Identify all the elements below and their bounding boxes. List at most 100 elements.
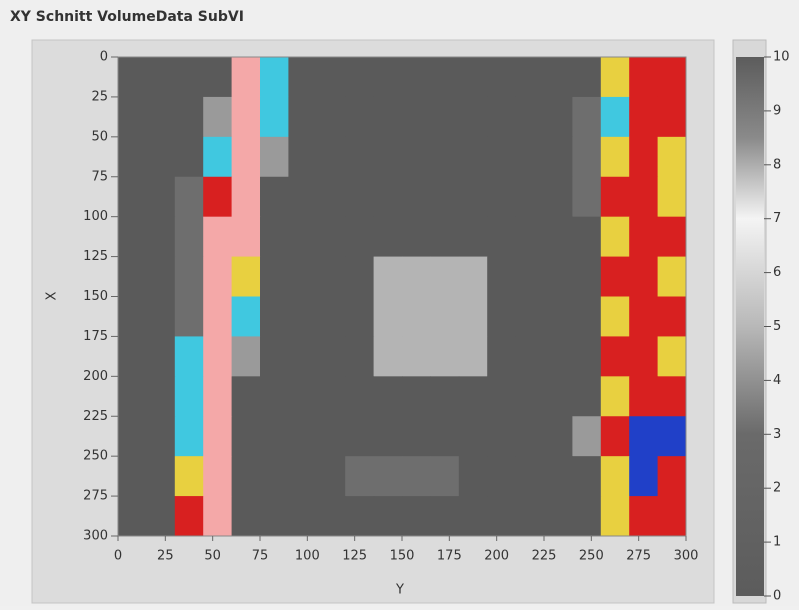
heatmap-cell — [515, 136, 545, 178]
heatmap-cell — [515, 296, 545, 337]
x-tick-label: 250 — [579, 549, 604, 564]
heatmap-cell — [203, 496, 233, 537]
heatmap-cell — [544, 176, 573, 218]
heatmap-cell — [231, 216, 261, 258]
heatmap-cell — [515, 336, 545, 377]
heatmap-cell — [487, 256, 517, 297]
heatmap-cell — [600, 376, 630, 417]
heatmap-cell — [316, 96, 346, 138]
heatmap-cell — [288, 496, 318, 537]
heatmap-cell — [657, 176, 687, 218]
heatmap-cell — [544, 496, 573, 537]
colorbar-tick-label: 0 — [773, 589, 781, 604]
heatmap-cell — [260, 256, 289, 297]
heatmap-cell — [458, 176, 488, 218]
heatmap-cell — [600, 176, 630, 218]
heatmap-cell — [146, 176, 176, 218]
colorbar-tick-label: 8 — [773, 157, 781, 172]
heatmap-cell — [260, 57, 289, 98]
x-tick-label: 300 — [674, 549, 699, 564]
heatmap-cell — [260, 136, 289, 178]
heatmap-cell — [515, 376, 545, 417]
heatmap-cell — [600, 57, 630, 98]
heatmap-cell — [373, 376, 403, 417]
colorbar-tick-label: 2 — [773, 481, 781, 496]
x-tick-label: 150 — [390, 549, 415, 564]
heatmap-cell — [430, 496, 460, 537]
heatmap-cell — [657, 216, 687, 258]
heatmap-cell — [345, 416, 375, 457]
heatmap-cell — [174, 136, 204, 178]
heatmap-cell — [316, 176, 346, 218]
colorbar-tick-label: 4 — [773, 373, 781, 388]
heatmap-cell — [231, 416, 261, 457]
heatmap-cell — [657, 57, 687, 98]
heatmap-cell — [373, 296, 403, 337]
heatmap-cell — [231, 96, 261, 138]
heatmap-cell — [174, 336, 204, 377]
y-tick-label: 125 — [83, 249, 108, 264]
y-tick-label: 225 — [83, 409, 108, 424]
heatmap-cell — [118, 296, 147, 337]
heatmap-cell — [118, 176, 147, 218]
x-tick-label: 50 — [204, 549, 221, 564]
heatmap-cell — [260, 296, 289, 337]
heatmap-cell — [629, 96, 659, 138]
heatmap-cell — [146, 296, 176, 337]
heatmap-cell — [487, 136, 517, 178]
heatmap-cell — [146, 496, 176, 537]
heatmap-cell — [118, 376, 147, 417]
heatmap-cell — [629, 376, 659, 417]
heatmap-cell — [600, 216, 630, 258]
heatmap-cell — [146, 136, 176, 178]
heatmap-cell — [515, 416, 545, 457]
heatmap-cell — [487, 296, 517, 337]
heatmap-cell — [231, 57, 261, 98]
heatmap-cell — [544, 416, 573, 457]
heatmap-cell — [487, 496, 517, 537]
heatmap-cell — [345, 176, 375, 218]
heatmap-cell — [203, 416, 233, 457]
heatmap-cell — [458, 96, 488, 138]
heatmap-cell — [544, 96, 573, 138]
heatmap-cell — [260, 456, 289, 497]
heatmap-cell — [402, 216, 431, 258]
heatmap-cell — [657, 376, 687, 417]
heatmap-cell — [373, 416, 403, 457]
heatmap-cell — [544, 136, 573, 178]
heatmap-cell — [118, 57, 147, 98]
y-tick-label: 175 — [83, 329, 108, 344]
y-tick-label: 25 — [91, 89, 108, 104]
heatmap-cell — [373, 256, 403, 297]
heatmap-cell — [572, 96, 602, 138]
heatmap-cell — [345, 376, 375, 417]
heatmap-cell — [203, 256, 233, 297]
heatmap-cell — [231, 136, 261, 178]
heatmap-cell — [600, 256, 630, 297]
heatmap-cell — [316, 216, 346, 258]
heatmap-cell — [402, 296, 431, 337]
heatmap-cell — [288, 96, 318, 138]
heatmap-cell — [544, 57, 573, 98]
heatmap-cell — [487, 456, 517, 497]
heatmap-cell — [572, 416, 602, 457]
heatmap-cell — [572, 216, 602, 258]
heatmap-cell — [288, 376, 318, 417]
heatmap-cell — [231, 176, 261, 218]
heatmap-cell — [118, 136, 147, 178]
heatmap-cell — [657, 96, 687, 138]
heatmap-cell — [629, 416, 659, 457]
heatmap-cell — [260, 376, 289, 417]
y-tick-label: 150 — [83, 289, 108, 304]
heatmap-cell — [316, 57, 346, 98]
heatmap-cell — [458, 256, 488, 297]
heatmap-cell — [345, 256, 375, 297]
x-tick-label: 0 — [114, 549, 122, 564]
x-tick-label: 275 — [626, 549, 651, 564]
heatmap-cell — [288, 256, 318, 297]
heatmap-cell — [544, 296, 573, 337]
heatmap-cell — [146, 416, 176, 457]
heatmap-cell — [146, 57, 176, 98]
heatmap-cell — [146, 376, 176, 417]
